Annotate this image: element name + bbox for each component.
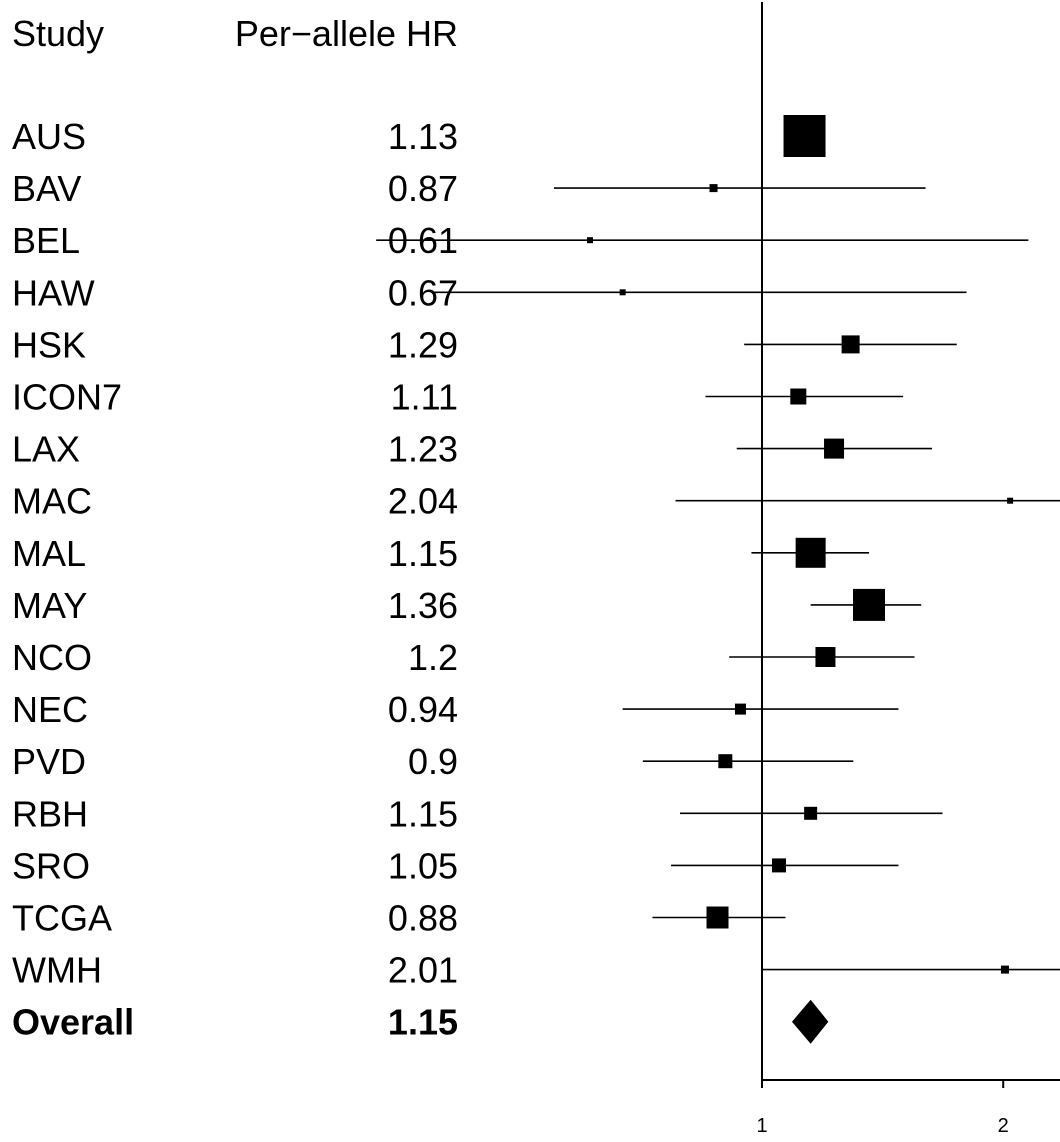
hr-box <box>734 703 746 715</box>
hr-box <box>771 858 786 873</box>
hr-value: 1.23 <box>388 429 458 470</box>
hr-box <box>815 647 836 667</box>
hr-value: 1.13 <box>388 116 458 157</box>
hr-box <box>1000 965 1009 974</box>
study-name: HAW <box>12 272 95 313</box>
hr-box <box>790 388 807 405</box>
hr-box <box>853 588 886 621</box>
study-name: MAY <box>12 585 87 626</box>
study-row: LAX 1.23 <box>12 429 933 470</box>
study-name: HSK <box>12 324 86 365</box>
study-row: AUS 1.13 <box>12 115 826 157</box>
hr-value: 0.87 <box>388 168 458 209</box>
study-row: WMH 2.01 <box>12 950 1060 991</box>
hr-value: 2.01 <box>388 950 458 991</box>
study-name: MAL <box>12 533 86 574</box>
hr-value: 1.11 <box>391 377 458 418</box>
hr-box <box>824 438 845 459</box>
study-row: RBH 1.15 <box>12 793 943 834</box>
hr-column-header: Per−allele HR <box>235 13 458 54</box>
study-row: TCGA 0.88 <box>12 898 786 939</box>
hr-box <box>783 115 826 157</box>
hr-value: 2.04 <box>388 481 458 522</box>
study-row: ICON7 1.11 <box>12 377 904 418</box>
hr-value: 1.15 <box>388 533 458 574</box>
hr-value: 0.9 <box>408 741 458 782</box>
study-row: MAC 2.04 <box>12 481 1060 522</box>
study-row: MAY 1.36 <box>12 585 922 626</box>
study-row: HSK 1.29 <box>12 324 957 365</box>
study-column-header: Study <box>12 13 104 54</box>
hr-value: 0.88 <box>388 898 458 939</box>
study-name: PVD <box>12 741 86 782</box>
study-name: BAV <box>12 168 81 209</box>
study-name: SRO <box>12 845 90 886</box>
hr-box <box>619 289 626 296</box>
study-name: MAC <box>12 481 92 522</box>
study-row: SRO 1.05 <box>12 845 899 886</box>
hr-value: 1.29 <box>388 324 458 365</box>
hr-box <box>586 237 593 244</box>
hr-box <box>1007 497 1014 504</box>
hr-box <box>706 906 729 929</box>
x-tick-label: 1 <box>756 1115 767 1137</box>
study-row: MAL 1.15 <box>12 533 870 574</box>
hr-value: 0.94 <box>388 689 458 730</box>
study-name: WMH <box>12 950 102 991</box>
hr-box <box>709 184 718 193</box>
overall-row: Overall 1.15 <box>12 999 829 1044</box>
x-tick-label: 2 <box>998 1115 1009 1137</box>
study-row: BEL 0.61 <box>12 220 1029 261</box>
study-name: AUS <box>12 116 86 157</box>
study-name: RBH <box>12 793 88 834</box>
study-name: LAX <box>12 429 80 470</box>
study-row: HAW 0.67 <box>12 272 967 313</box>
hr-value: 1.05 <box>388 845 458 886</box>
overall-label: Overall <box>12 1002 134 1043</box>
study-row: PVD 0.9 <box>12 741 854 782</box>
hr-value: 1.2 <box>408 637 458 678</box>
study-name: NEC <box>12 689 88 730</box>
study-row: NCO 1.2 <box>12 637 915 678</box>
overall-diamond <box>791 999 829 1044</box>
study-row: BAV 0.87 <box>12 168 926 209</box>
hr-box <box>804 806 818 820</box>
study-row: NEC 0.94 <box>12 689 899 730</box>
study-name: NCO <box>12 637 92 678</box>
hr-value: 1.36 <box>388 585 458 626</box>
hr-box <box>795 537 826 568</box>
hr-box <box>718 754 733 769</box>
overall-hr-value: 1.15 <box>388 1002 458 1043</box>
hr-value: 1.15 <box>388 793 458 834</box>
study-name: TCGA <box>12 898 112 939</box>
hr-box <box>841 335 860 354</box>
study-name: BEL <box>12 220 80 261</box>
study-name: ICON7 <box>12 377 122 418</box>
